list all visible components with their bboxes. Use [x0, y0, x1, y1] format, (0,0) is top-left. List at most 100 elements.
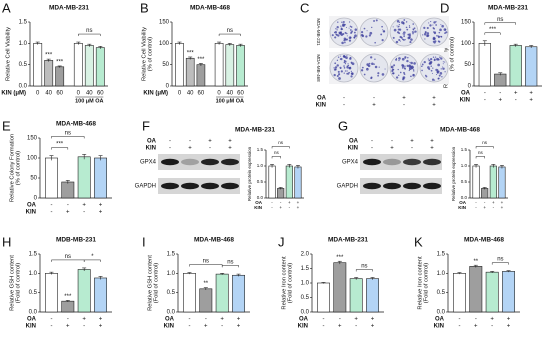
row-label: KIN	[164, 324, 174, 330]
colony	[409, 35, 411, 37]
row-sign: -	[475, 205, 477, 210]
colony	[395, 40, 399, 44]
row-sign: -	[271, 205, 273, 210]
colony	[371, 62, 374, 66]
colony	[354, 34, 357, 38]
bracket-label: ns	[65, 254, 71, 260]
colony	[398, 32, 401, 35]
colony	[361, 34, 365, 38]
y-axis-label: Relative protein expression	[451, 146, 456, 201]
row-sign: +	[338, 324, 342, 330]
colony	[334, 30, 337, 34]
row-sign: -	[484, 200, 486, 205]
y-tick-label: 1.5	[437, 252, 446, 258]
colony	[413, 62, 416, 65]
colony	[399, 71, 402, 74]
colony	[353, 31, 356, 34]
y-tick-label: 50	[30, 176, 37, 182]
row-sign: +	[288, 200, 291, 205]
y-axis-label: Relative GSH content	[10, 255, 16, 311]
y-axis-label: (Fold of control)	[16, 263, 22, 304]
colony	[392, 36, 395, 39]
y-tick-label: 1.0	[301, 281, 310, 287]
row-sign: -	[169, 139, 171, 145]
bracket-label: ***	[489, 27, 497, 33]
bracket	[475, 146, 494, 149]
band-label: GAPDH	[135, 184, 156, 190]
bar	[199, 288, 213, 313]
row-sign: -	[343, 96, 345, 102]
colony	[337, 73, 341, 76]
colony	[436, 73, 438, 76]
y-tick-label: 0.5	[257, 179, 264, 184]
colony	[404, 39, 406, 41]
y-tick-label: 1.0	[461, 163, 468, 168]
row-sign: 40	[86, 91, 93, 97]
row-sign: 0	[217, 91, 221, 97]
y-tick-label: 0	[468, 84, 472, 90]
y-tick-label: 0.0	[437, 310, 446, 316]
colony	[405, 26, 408, 29]
colony	[340, 28, 343, 31]
colony	[347, 63, 349, 65]
bar	[61, 181, 75, 199]
y-tick-label: 0.0	[257, 195, 264, 200]
y-tick-label: 0.0	[301, 310, 310, 316]
colony	[432, 24, 434, 26]
row-label: KIN	[348, 146, 358, 152]
bracket	[218, 33, 241, 37]
colony	[433, 58, 436, 61]
panel-letter: F	[142, 118, 150, 133]
row-sign: 40	[187, 91, 194, 97]
significance: **	[473, 259, 478, 265]
bracket-label: ns	[497, 17, 503, 23]
y-tick-label: 0.0	[167, 310, 176, 316]
colony	[439, 72, 443, 75]
colony	[363, 27, 366, 30]
colony	[383, 30, 385, 33]
row-sign: 60	[97, 91, 104, 97]
colony	[334, 36, 337, 39]
row-sign: +	[99, 210, 103, 216]
colony	[444, 71, 446, 73]
row-label: OA	[317, 96, 327, 102]
bar	[502, 271, 515, 313]
colony	[434, 31, 437, 33]
bar	[175, 43, 184, 87]
colony	[334, 62, 337, 65]
colony	[403, 35, 405, 38]
bracket	[271, 156, 281, 159]
y-tick-label: 150	[461, 20, 472, 26]
significance: ***	[56, 60, 64, 66]
bar	[77, 156, 91, 199]
colony	[392, 72, 395, 75]
colony	[344, 63, 347, 65]
y-tick-label: 1.0	[437, 271, 446, 277]
colony	[434, 40, 437, 43]
y-tick-label: 0.5	[29, 290, 38, 296]
bracket-label: ns	[227, 28, 233, 34]
chart-title: MDA-MB-231	[488, 5, 528, 12]
row-sign: +	[99, 203, 103, 209]
colony	[435, 24, 437, 26]
plate	[329, 17, 359, 47]
bracket	[51, 259, 85, 262]
colony	[337, 21, 339, 23]
colony	[440, 24, 442, 26]
bracket	[355, 269, 373, 272]
colony	[343, 37, 347, 40]
row-sign: -	[411, 146, 413, 152]
colony	[405, 21, 408, 23]
panel-letter: A	[2, 0, 11, 15]
band	[201, 182, 219, 190]
bracket	[271, 146, 290, 149]
colony	[397, 28, 400, 31]
colony	[350, 70, 352, 72]
y-axis-label: (% of control)	[16, 151, 22, 186]
colony	[441, 66, 443, 68]
significance: ***	[197, 57, 205, 63]
row-sign: -	[484, 91, 486, 97]
colony	[393, 64, 396, 67]
colony	[403, 31, 406, 34]
colony	[393, 28, 397, 32]
